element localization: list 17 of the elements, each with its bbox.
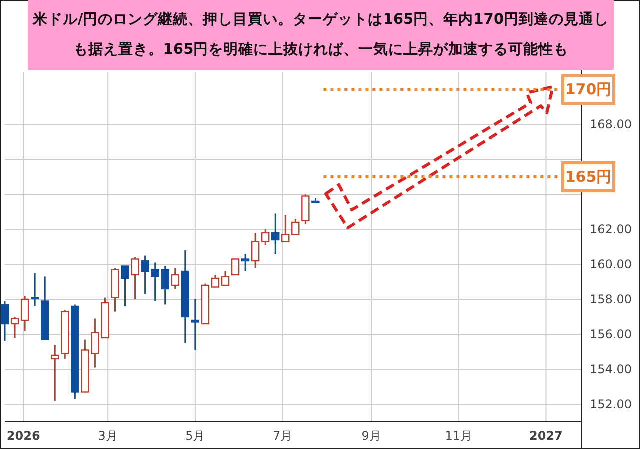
y-tick-label: 160.00	[590, 258, 632, 272]
y-tick-label: 154.00	[590, 362, 632, 376]
y-tick-label: 168.00	[590, 118, 632, 132]
y-tick-label: 158.00	[590, 292, 632, 306]
y-tick-label: 152.00	[590, 398, 632, 412]
x-tick-label: 11月	[445, 429, 473, 443]
x-tick-label: 9月	[362, 429, 382, 443]
x-tick-label: 2027	[530, 429, 563, 443]
y-tick-label: 162.00	[590, 222, 632, 236]
x-tick-label: 7月	[272, 429, 293, 443]
ref-line-label: 165円	[565, 168, 612, 186]
x-tick-label: 3月	[98, 429, 118, 443]
x-tick-label: 2026	[6, 429, 40, 443]
chart-title: 米ドル/円のロング継続、押し目買い。ターゲットは165円、年内170円到達の見通しも据え置き。165円を明確に上抜ければ、一気に上昇が加速する可能性も	[28, 0, 614, 70]
y-tick-label: 156.00	[590, 328, 632, 342]
x-tick-label: 5月	[186, 429, 206, 443]
ref-line-label: 170円	[565, 80, 612, 98]
